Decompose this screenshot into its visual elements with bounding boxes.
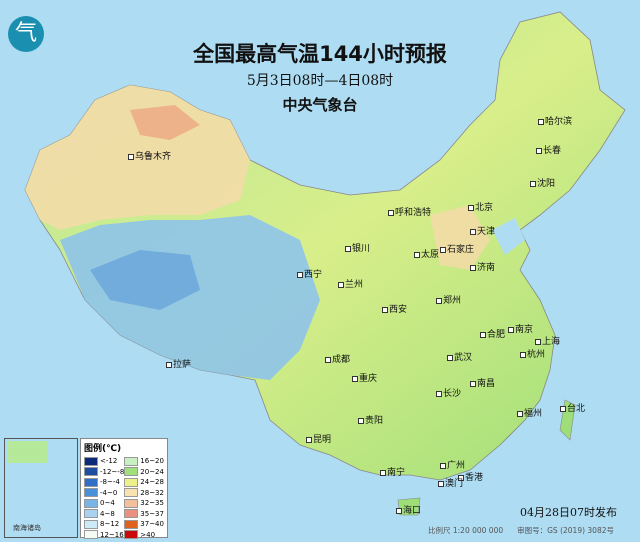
legend-label: 32~35 bbox=[140, 499, 164, 508]
legend-item: -12~-8 bbox=[84, 467, 124, 478]
legend-swatch bbox=[84, 530, 98, 540]
city-label: 拉萨 bbox=[166, 357, 191, 370]
tibet-cold-region bbox=[60, 215, 320, 380]
legend-item: -8~-4 bbox=[84, 477, 124, 488]
south-china-sea-inset: 南海诸岛 bbox=[4, 438, 78, 538]
legend-label: 4~8 bbox=[100, 509, 115, 518]
legend-swatch bbox=[84, 509, 98, 519]
city-label: 乌鲁木齐 bbox=[128, 149, 171, 162]
legend-item: <-12 bbox=[84, 456, 124, 467]
city-label: 澳门 bbox=[438, 476, 463, 489]
city-label: 贵阳 bbox=[358, 413, 383, 426]
legend-swatch bbox=[124, 456, 139, 466]
city-label: 兰州 bbox=[338, 277, 363, 290]
legend-item: 28~32 bbox=[124, 488, 164, 499]
legend-label: 20~24 bbox=[140, 467, 164, 476]
legend-label: 37~40 bbox=[140, 520, 164, 529]
map-footer: 比例尺 1:20 000 000 审图号：GS (2019) 3082号 bbox=[428, 525, 628, 536]
legend-swatch bbox=[84, 488, 98, 498]
map-title: 全国最高气温144小时预报 bbox=[193, 42, 447, 66]
city-label: 合肥 bbox=[480, 327, 505, 340]
legend-label: 24~28 bbox=[140, 478, 164, 487]
legend-item: -4~0 bbox=[84, 488, 124, 499]
city-label: 香港 bbox=[458, 470, 483, 483]
city-label: 上海 bbox=[535, 334, 560, 347]
legend-swatch bbox=[124, 498, 139, 508]
legend-item: 37~40 bbox=[124, 519, 164, 530]
issue-time: 04月28日07时发布 bbox=[520, 506, 617, 519]
city-label: 石家庄 bbox=[440, 242, 474, 255]
legend-item: 8~12 bbox=[84, 519, 124, 530]
legend-label: 12~16 bbox=[100, 530, 124, 539]
tibet-colder bbox=[90, 250, 200, 310]
city-label: 西宁 bbox=[297, 267, 322, 280]
legend-label: >40 bbox=[140, 530, 156, 539]
legend-label: 8~12 bbox=[100, 520, 120, 529]
city-label: 沈阳 bbox=[530, 176, 555, 189]
scale-text: 比例尺 1:20 000 000 bbox=[428, 526, 504, 535]
legend-item: 32~35 bbox=[124, 498, 164, 509]
city-label: 呼和浩特 bbox=[388, 205, 431, 218]
legend-swatch bbox=[124, 488, 139, 498]
legend-label: 16~20 bbox=[140, 457, 164, 466]
legend-label: 0~4 bbox=[100, 499, 115, 508]
city-label: 郑州 bbox=[436, 293, 461, 306]
legend: 图例(℃) <-12 -12~-8 -8~-4 -4~0 0~4 4~8 8~12 12~16… bbox=[80, 438, 168, 541]
legend-label: -4~0 bbox=[100, 488, 118, 497]
city-label: 北京 bbox=[468, 200, 493, 213]
city-label: 西安 bbox=[382, 302, 407, 315]
legend-swatch bbox=[84, 477, 98, 487]
city-label: 长春 bbox=[536, 143, 561, 156]
city-label: 天津 bbox=[470, 224, 495, 237]
legend-label: -12~-8 bbox=[100, 467, 125, 476]
legend-item: 24~28 bbox=[124, 477, 164, 488]
legend-swatch bbox=[124, 509, 139, 519]
city-label: 南京 bbox=[508, 322, 533, 335]
city-label: 长沙 bbox=[436, 386, 461, 399]
city-label: 武汉 bbox=[447, 350, 472, 363]
legend-item: 0~4 bbox=[84, 498, 124, 509]
city-label: 成都 bbox=[325, 352, 350, 365]
city-label: 哈尔滨 bbox=[538, 114, 572, 127]
legend-swatch bbox=[84, 467, 98, 477]
legend-swatch bbox=[84, 456, 98, 466]
inset-label: 南海诸岛 bbox=[13, 524, 41, 532]
bohai-sea bbox=[492, 218, 525, 255]
organization: 中央气象台 bbox=[282, 96, 358, 114]
legend-item: 12~16 bbox=[84, 530, 124, 541]
city-label: 银川 bbox=[345, 241, 370, 254]
legend-swatch bbox=[124, 519, 139, 529]
city-label: 广州 bbox=[440, 458, 465, 471]
legend-item: 4~8 bbox=[84, 509, 124, 520]
legend-swatch bbox=[84, 498, 98, 508]
city-label: 南昌 bbox=[470, 376, 495, 389]
legend-swatch bbox=[124, 467, 139, 477]
legend-label: -8~-4 bbox=[100, 478, 120, 487]
legend-label: 28~32 bbox=[140, 488, 164, 497]
legend-swatch bbox=[124, 530, 139, 540]
legend-item: 16~20 bbox=[124, 456, 164, 467]
legend-item: >40 bbox=[124, 530, 164, 541]
forecast-period: 5月3日08时—4日08时 bbox=[246, 73, 394, 89]
legend-title: 图例(℃) bbox=[84, 444, 122, 454]
city-label: 重庆 bbox=[352, 371, 377, 384]
legend-label: <-12 bbox=[100, 457, 118, 466]
city-label: 台北 bbox=[560, 401, 585, 414]
legend-item: 35~37 bbox=[124, 509, 164, 520]
map-number: 审图号：GS (2019) 3082号 bbox=[517, 526, 614, 535]
city-label: 南宁 bbox=[380, 465, 405, 478]
legend-item: 20~24 bbox=[124, 467, 164, 478]
city-label: 杭州 bbox=[520, 347, 545, 360]
cma-logo-icon: 气 bbox=[8, 16, 44, 52]
city-label: 福州 bbox=[517, 406, 542, 419]
city-label: 海口 bbox=[396, 503, 421, 516]
legend-label: 35~37 bbox=[140, 509, 164, 518]
city-label: 太原 bbox=[414, 247, 439, 260]
legend-swatch bbox=[84, 519, 98, 529]
hot-spot-tianshan bbox=[130, 105, 200, 140]
city-label: 昆明 bbox=[306, 432, 331, 445]
legend-swatch bbox=[124, 477, 139, 487]
city-label: 济南 bbox=[470, 260, 495, 273]
